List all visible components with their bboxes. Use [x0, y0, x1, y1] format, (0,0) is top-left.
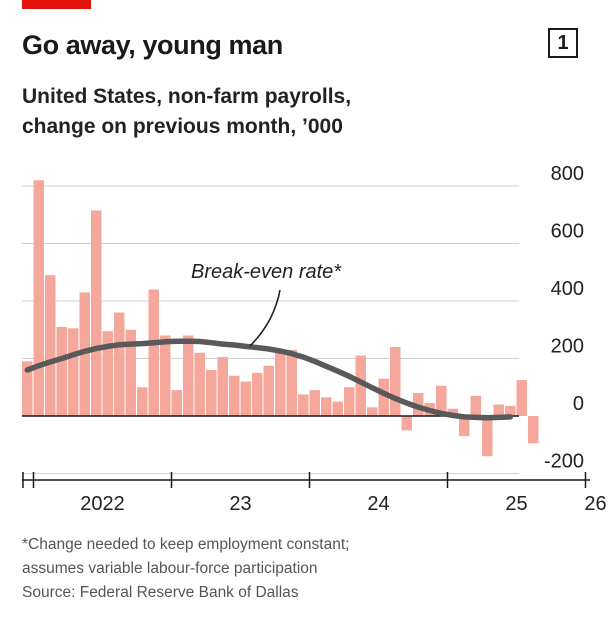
bar	[286, 349, 297, 416]
bar	[114, 312, 125, 416]
bar	[68, 328, 79, 416]
bar	[401, 416, 412, 431]
x-tick-label: 25	[505, 493, 527, 515]
bar	[505, 405, 516, 416]
bar	[194, 352, 205, 416]
chart-footnote: *Change needed to keep employment consta…	[22, 533, 349, 605]
bar	[229, 375, 240, 416]
x-tick-label: 23	[229, 493, 251, 515]
bar	[171, 390, 182, 416]
bar	[206, 370, 217, 416]
subtitle-line: United States, non-farm payrolls,	[22, 85, 352, 108]
x-tick-label: 2022	[80, 493, 125, 515]
bar	[298, 394, 309, 416]
bar	[378, 378, 389, 416]
bar	[332, 401, 343, 416]
footnote-line: *Change needed to keep employment consta…	[22, 536, 350, 553]
bar	[390, 347, 401, 416]
bar	[309, 390, 320, 416]
bar	[148, 289, 159, 416]
y-tick-label: 0	[573, 393, 584, 415]
bar	[45, 275, 56, 416]
bar	[344, 387, 355, 416]
bar	[137, 387, 148, 416]
bar	[33, 180, 44, 416]
figure-number-badge: 1	[548, 28, 578, 58]
bar	[102, 331, 113, 416]
y-tick-label: 600	[551, 221, 584, 243]
source-line: Source: Federal Reserve Bank of Dallas	[22, 584, 299, 601]
bar	[183, 335, 194, 416]
footnote-line: assumes variable labour-force participat…	[22, 560, 318, 577]
chart-subtitle: United States, non-farm payrolls, change…	[22, 82, 562, 142]
bar	[528, 416, 539, 444]
break-even-line	[24, 338, 514, 421]
bar	[482, 416, 493, 457]
subtitle-line: change on previous month, ’000	[22, 115, 343, 138]
y-tick-label: 800	[551, 163, 584, 185]
chart-title: Go away, young man	[22, 30, 283, 60]
break-even-annotation-label: Break-even rate*	[191, 261, 342, 283]
y-tick-label: -200	[544, 451, 584, 473]
x-tick-label: 24	[367, 493, 389, 515]
bar	[240, 381, 251, 416]
x-tick-label: 26	[584, 493, 606, 515]
bar	[252, 372, 263, 416]
y-tick-label: 400	[551, 278, 584, 300]
bar	[367, 407, 378, 416]
annotation-leader-line	[249, 289, 281, 347]
bar	[447, 408, 458, 416]
bar	[355, 355, 366, 416]
y-tick-label: 200	[551, 336, 584, 358]
bar	[516, 380, 527, 416]
bar	[493, 404, 504, 416]
bar	[436, 385, 447, 416]
bar	[217, 357, 228, 416]
brand-accent-bar	[22, 0, 91, 9]
bar	[275, 351, 286, 416]
bar	[459, 416, 470, 437]
payrolls-chart: 800 600 400 200 0 -200 Break-even rate* 2022 23 2…	[22, 163, 607, 515]
bar	[56, 326, 67, 416]
bar	[321, 397, 332, 416]
bar	[160, 335, 171, 416]
bar	[263, 365, 274, 416]
bar	[125, 329, 136, 416]
bar	[22, 361, 33, 416]
bar	[91, 210, 102, 416]
bar	[470, 395, 481, 416]
